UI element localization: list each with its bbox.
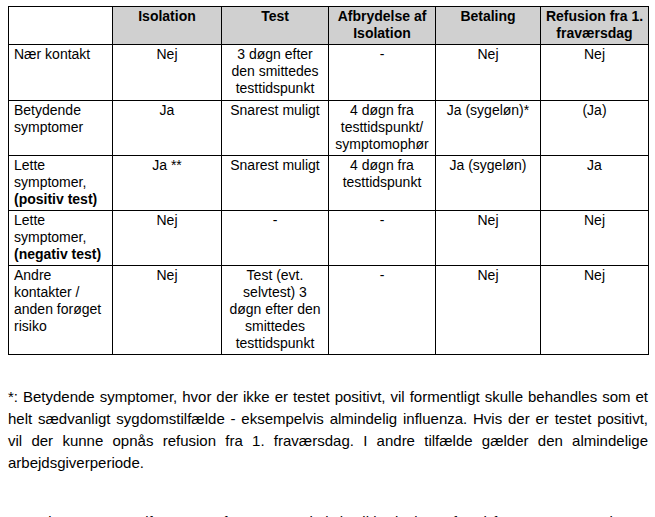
row-label-text: Nær kontakt [14, 46, 90, 62]
table-cell: Test (evt. selvtest) 3 døgn efter den sm… [222, 266, 329, 355]
table-cell: Nej [436, 266, 541, 355]
header-cell-afbrydelse: Afbrydelse af Isolation [329, 7, 436, 45]
header-cell-test: Test [222, 7, 329, 45]
table-cell: - [329, 211, 436, 266]
header-cell-empty [9, 7, 113, 45]
table-cell: Ja [113, 101, 222, 156]
row-label-bold-text: (positiv test) [14, 191, 97, 207]
row-label: Lette symptomer, (negativ test) [9, 211, 113, 266]
header-cell-betaling: Betaling [436, 7, 541, 45]
footnote-double-asterisk: **: Hvis PCR-test udføres som første tes… [8, 511, 648, 517]
row-label: Andre kontakter / anden forøget risiko [9, 266, 113, 355]
row-label-bold-text: (negativ test) [14, 246, 101, 262]
row-label: Nær kontakt [9, 45, 113, 101]
table-cell: Nej [541, 211, 649, 266]
row-label-text: Andre kontakter / anden forøget risiko [14, 267, 101, 334]
table-cell: Nej [113, 266, 222, 355]
row-label: Lette symptomer, (positiv test) [9, 156, 113, 211]
table-row-lette-symptomer-positiv: Lette symptomer, (positiv test) Ja ** Sn… [9, 156, 649, 211]
table-row-andre-kontakter: Andre kontakter / anden forøget risiko N… [9, 266, 649, 355]
table-row-betydende-symptomer: Betydende symptomer Ja Snarest muligt 4 … [9, 101, 649, 156]
rules-table: Isolation Test Afbrydelse af Isolation B… [8, 6, 649, 355]
row-label: Betydende symptomer [9, 101, 113, 156]
table-header-row: Isolation Test Afbrydelse af Isolation B… [9, 7, 649, 45]
table-cell: 3 døgn efter den smittedes testtidspunkt [222, 45, 329, 101]
table-cell: Nej [436, 211, 541, 266]
table-cell: Ja [541, 156, 649, 211]
table-row-lette-symptomer-negativ: Lette symptomer, (negativ test) Nej - - … [9, 211, 649, 266]
document-page: Isolation Test Afbrydelse af Isolation B… [0, 0, 655, 517]
table-cell: Nej [541, 45, 649, 101]
row-label-text: Lette symptomer, [14, 157, 86, 190]
table-cell: Nej [436, 45, 541, 101]
header-cell-isolation: Isolation [113, 7, 222, 45]
row-label-text: Betydende symptomer [14, 102, 83, 135]
table-cell: Nej [113, 211, 222, 266]
table-cell: Ja (sygeløn) [436, 156, 541, 211]
table-cell: 4 døgn fra testtidspunkt [329, 156, 436, 211]
table-cell: Nej [541, 266, 649, 355]
table-cell: - [222, 211, 329, 266]
table-cell: - [329, 45, 436, 101]
table-row-naer-kontakt: Nær kontakt Nej 3 døgn efter den smitted… [9, 45, 649, 101]
footnote-asterisk: *: Betydende symptomer, hvor der ikke er… [8, 386, 648, 474]
table-cell: Ja (sygeløn)* [436, 101, 541, 156]
table-cell: Ja ** [113, 156, 222, 211]
table-cell: 4 døgn fra testtidspunkt/ symptomophør [329, 101, 436, 156]
row-label-text: Lette symptomer, [14, 212, 86, 245]
table-cell: (Ja) [541, 101, 649, 156]
header-cell-refusion: Refusion fra 1. fraværsdag [541, 7, 649, 45]
table-cell: Snarest muligt [222, 101, 329, 156]
table-cell: Nej [113, 45, 222, 101]
table-cell: - [329, 266, 436, 355]
table-cell: Snarest muligt [222, 156, 329, 211]
